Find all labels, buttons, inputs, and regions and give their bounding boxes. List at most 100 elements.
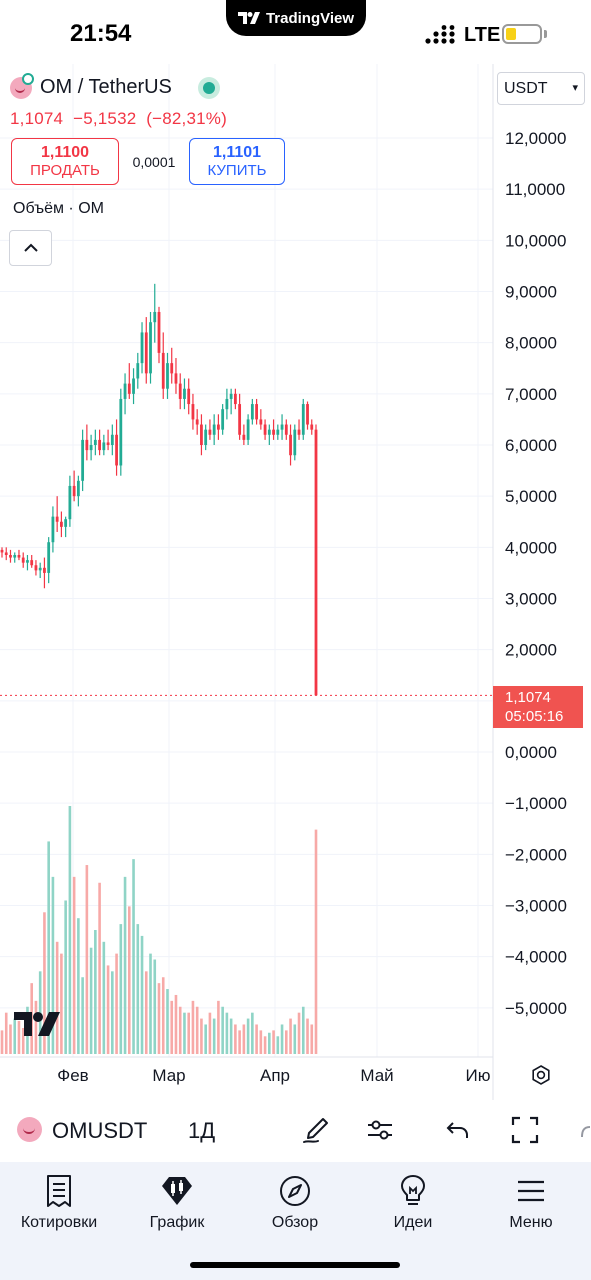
volume-bar (21, 1028, 25, 1054)
sell-button[interactable]: 1,1100 ПРОДАТЬ (11, 138, 119, 185)
candle (233, 388, 237, 410)
buy-button[interactable]: 1,1101 КУПИТЬ (189, 138, 285, 185)
candle-body (64, 519, 68, 527)
volume-bar (251, 1012, 254, 1054)
price-axis-label: 0,0000 (505, 743, 557, 762)
candle-body (263, 424, 267, 435)
time-axis-label: Апр (260, 1066, 290, 1085)
nav-item-explore[interactable]: Обзор (236, 1172, 354, 1232)
candle-body (115, 434, 118, 466)
sliders-icon (368, 1120, 392, 1140)
volume-bar (234, 1024, 237, 1054)
nav-label: Идеи (393, 1214, 433, 1231)
time-axis: Фев Мар Апр Май Ию (57, 1066, 490, 1085)
candle (55, 496, 59, 532)
candle-body (272, 429, 275, 435)
battery-icon (502, 24, 542, 44)
symbol-toolbar: OMUSDT 1Д (0, 1100, 591, 1162)
candle-body (144, 332, 148, 374)
settings-gear-icon[interactable] (532, 1065, 550, 1085)
volume-bar (77, 918, 80, 1054)
volume-bar (43, 912, 46, 1054)
nav-item-watchlist[interactable]: Котировки (0, 1172, 118, 1232)
fullscreen-button[interactable] (507, 1112, 543, 1148)
bottom-navigation: Котировки График Обзор Идеи Меню (0, 1162, 591, 1280)
volume-bar (60, 953, 63, 1054)
nav-item-chart[interactable]: График (118, 1172, 236, 1232)
candle-body (238, 404, 242, 435)
interval-selector[interactable]: 1Д (188, 1118, 216, 1143)
volume-bar (17, 1020, 21, 1054)
candle-body (195, 419, 199, 425)
app-badge-label: TradingView (265, 9, 355, 27)
candle-body (157, 311, 161, 353)
price-axis-label: −2,0000 (505, 845, 567, 864)
candle (132, 368, 135, 405)
volume-bar (170, 1000, 174, 1054)
candle-body (149, 322, 152, 374)
time-axis-label: Ию (466, 1066, 491, 1085)
candle-body (21, 557, 25, 563)
candle (161, 332, 165, 399)
candle (60, 511, 63, 538)
volume-bar (9, 1024, 12, 1054)
last-price: 1,1074 (10, 109, 64, 128)
lightbulb-icon (401, 1175, 425, 1205)
currency-select[interactable]: USDT ▾ (497, 72, 585, 105)
candle (43, 557, 46, 589)
candle (127, 363, 131, 399)
volume-bar (242, 1024, 246, 1054)
volume-bar (178, 1006, 182, 1054)
price-axis-label: 8,0000 (505, 334, 557, 353)
drawing-tools-button[interactable] (298, 1112, 334, 1148)
battery-tip (544, 30, 547, 38)
nav-item-menu[interactable]: Меню (472, 1172, 590, 1232)
more-tools-icon[interactable] (580, 1125, 591, 1139)
price-chart[interactable]: 12,0000 11,0000 10,0000 9,0000 8,0000 7,0000 6… (0, 64, 591, 1100)
symbol-selector[interactable]: OMUSDT (52, 1118, 148, 1143)
last-price-tag-value: 1,1074 (505, 689, 551, 706)
volume-bar (0, 1030, 4, 1054)
candle (187, 378, 191, 415)
nav-label: Обзор (271, 1214, 319, 1231)
price-axis-label: 12,0000 (505, 129, 566, 148)
candle (267, 424, 271, 445)
hamburger-menu-icon (518, 1180, 544, 1202)
candle (225, 388, 229, 420)
volume-bar (246, 1018, 250, 1054)
candle (263, 419, 267, 440)
volume-bar (208, 1012, 212, 1054)
volume-indicator-label[interactable]: Объём · OM (13, 200, 104, 217)
candles (0, 283, 318, 696)
candle-body (140, 332, 144, 364)
chart-legend: OM / TetherUS 1,1074 −5,1532 (−82,31%) (10, 72, 227, 129)
candle (85, 424, 89, 461)
indicators-button[interactable] (362, 1112, 398, 1148)
undo-button[interactable] (440, 1112, 476, 1148)
candle (149, 311, 152, 384)
candle (208, 419, 212, 440)
candle-body (34, 565, 38, 571)
candle (238, 393, 242, 440)
price-axis-label: 3,0000 (505, 590, 557, 609)
candle-body (284, 424, 288, 435)
candle (221, 404, 225, 435)
volume-bar (123, 876, 127, 1054)
volume-bar (102, 941, 106, 1054)
candle-body (26, 560, 29, 563)
candle (183, 378, 186, 410)
volume-bar (297, 1012, 301, 1054)
dynamic-island-badge: TradingView (226, 0, 366, 36)
candle-body (153, 311, 157, 323)
candle (102, 434, 106, 456)
candle (229, 388, 233, 415)
candle (68, 475, 72, 527)
candle-body (212, 424, 216, 435)
candle-body (297, 429, 301, 435)
currency-value: USDT (504, 80, 548, 97)
nav-item-ideas[interactable]: Идеи (354, 1172, 472, 1232)
price-axis-label: 6,0000 (505, 436, 557, 455)
collapse-legend-button[interactable] (9, 230, 52, 266)
symbol-title[interactable]: OM / TetherUS (40, 76, 172, 98)
bar-countdown: 05:05:16 (505, 708, 564, 725)
